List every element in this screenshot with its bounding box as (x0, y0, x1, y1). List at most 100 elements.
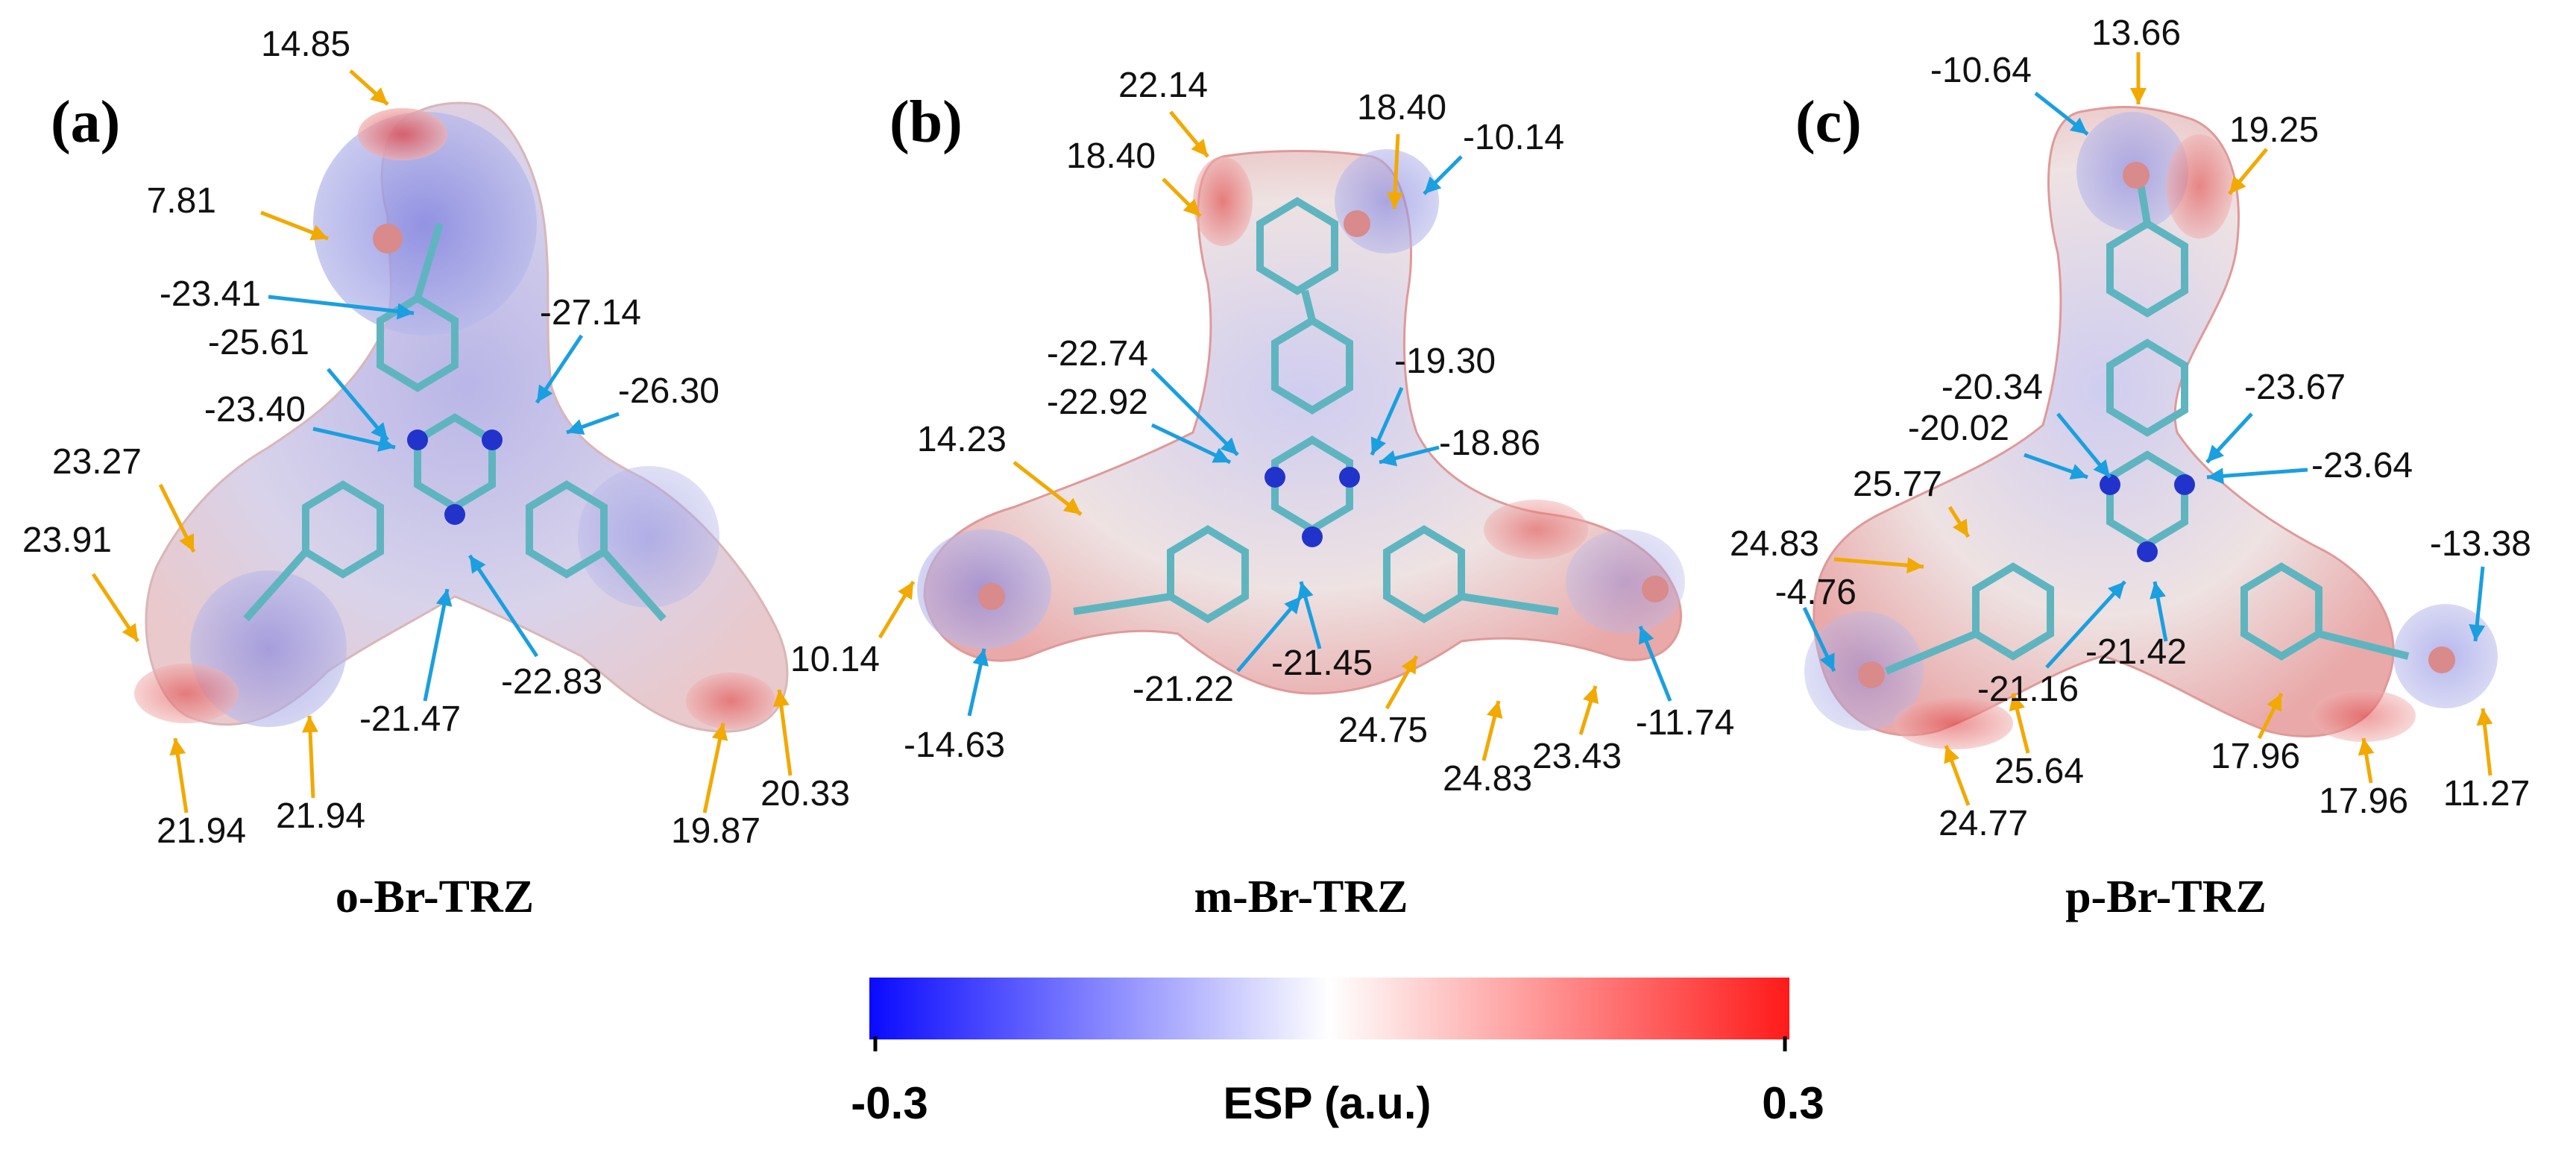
esp-value-b-negative-8: -11.74 (1636, 703, 1735, 743)
positive-region-a3 (686, 673, 775, 729)
esp-value-c-positive-1: 19.25 (2229, 110, 2319, 150)
annotation-arrowhead-c-negative-4 (2207, 468, 2224, 485)
esp-value-a-positive-6: 19.87 (671, 811, 760, 851)
annotation-arrowhead-b-negative-0 (1424, 176, 1442, 194)
esp-value-a-negative-1: -25.61 (208, 323, 309, 362)
annotation-arrowhead-c-positive-7 (2358, 738, 2375, 756)
annotation-arrowhead-a-positive-5 (302, 716, 318, 733)
esp-value-b-positive-1: 18.40 (1066, 136, 1156, 176)
annotation-arrowhead-c-positive-0 (2130, 88, 2147, 104)
esp-value-a-negative-0: -23.41 (160, 274, 261, 314)
br-region-a1 (313, 112, 537, 336)
annotation-arrowhead-b-negative-3 (1370, 436, 1386, 455)
positive-region-b2 (1484, 500, 1588, 559)
annotation-arrow-b-negative-1 (1150, 368, 1239, 456)
esp-value-c-positive-4: 25.64 (1994, 752, 2084, 791)
molecule-structure-b (1073, 197, 1559, 623)
bromine-atoms-c (1858, 162, 2455, 688)
annotation-arrowhead-a-negative-4 (377, 435, 395, 452)
annotation-arrowhead-b-negative-4 (1379, 450, 1398, 467)
esp-value-b-positive-0: 22.14 (1118, 66, 1208, 105)
annotation-arrowhead-a-positive-6 (711, 723, 728, 741)
colorbar: -0.3 ESP (a.u.) 0.3 (851, 978, 1824, 1128)
annotation-arrowhead-c-positive-8 (2476, 708, 2493, 726)
colorbar-min-label: -0.3 (851, 1078, 928, 1128)
annotation-arrowhead-a-positive-4 (169, 738, 186, 756)
esp-value-b-positive-4: 10.14 (790, 640, 880, 679)
bromine-atoms-b (978, 210, 1669, 610)
esp-value-a-positive-3: 23.91 (22, 520, 112, 560)
annotation-arrow-a-negative-0 (268, 295, 415, 315)
positive-region-c3 (2311, 690, 2416, 742)
positive-region-c2 (1894, 697, 2013, 749)
annotation-arrowhead-b-positive-2 (1387, 192, 1404, 209)
esp-value-a-negative-2: -27.14 (540, 293, 641, 333)
esp-value-a-negative-5: -21.47 (359, 699, 461, 739)
panel-label-a: (a) (51, 89, 120, 155)
esp-value-a-negative-6: -22.83 (501, 662, 602, 702)
esp-value-b-negative-2: -22.92 (1047, 383, 1148, 422)
molecule-name-c: p-Br-TRZ (2065, 872, 2267, 922)
esp-value-c-negative-2: -20.02 (1908, 409, 2009, 448)
annotation-arrowhead-c-negative-8 (2150, 582, 2166, 600)
esp-value-c-negative-5: -13.38 (2430, 524, 2531, 564)
esp-value-c-positive-8: 11.27 (2443, 774, 2531, 814)
surface-body-b (923, 150, 1682, 695)
esp-value-b-negative-5: -21.22 (1133, 670, 1234, 709)
annotation-arrow-a-negative-5 (423, 588, 450, 702)
annotation-arrowhead-b-negative-6 (1297, 582, 1314, 600)
annotation-arrowhead-c-positive-1 (2229, 176, 2246, 194)
esp-value-c-positive-0: 13.66 (2091, 13, 2181, 53)
annotation-arrowhead-c-positive-2 (1953, 518, 1968, 537)
nitrogen-atoms-c (2100, 474, 2195, 562)
annotation-arrowhead-a-negative-0 (396, 303, 414, 320)
nitrogen-atoms-a (407, 429, 503, 525)
br-region-b2 (1335, 149, 1439, 254)
esp-value-b-positive-6: 24.83 (1443, 759, 1532, 799)
annotation-arrowhead-c-negative-6 (1819, 652, 1835, 671)
annotation-arrowhead-a-positive-7 (772, 690, 790, 708)
annotation-arrowhead-b-positive-3 (1062, 497, 1081, 515)
annotation-arrowhead-b-negative-2 (1212, 447, 1230, 463)
annotation-arrowhead-a-negative-5 (435, 589, 453, 607)
esp-value-b-positive-2: 18.40 (1357, 88, 1446, 128)
panel-c: (c) p-Br-TRZ (1795, 89, 2498, 922)
esp-value-c-positive-6: 17.96 (2211, 737, 2300, 776)
esp-value-a-positive-5: 21.94 (276, 796, 365, 836)
annotation-arrowhead-b-negative-8 (1638, 626, 1654, 645)
esp-value-c-positive-3: 24.83 (1730, 524, 1819, 564)
esp-value-a-positive-1: 7.81 (147, 181, 216, 221)
esp-value-b-negative-6: -21.45 (1271, 643, 1373, 683)
annotation-arrowhead-c-negative-0 (2069, 117, 2088, 134)
annotation-arrowhead-a-positive-3 (122, 623, 138, 641)
colorbar-max-label: 0.3 (1762, 1078, 1824, 1128)
positive-region-a1 (358, 108, 447, 160)
bromine-atom-a (373, 224, 403, 254)
surface-body-c (1813, 105, 2395, 737)
annotation-arrowhead-c-positive-6 (2267, 693, 2281, 712)
esp-value-c-positive-5: 24.77 (1939, 804, 2028, 843)
colorbar-gradient (869, 978, 1789, 1039)
esp-value-b-positive-5: 24.75 (1338, 711, 1428, 750)
annotation-arrowhead-b-negative-1 (1220, 437, 1238, 455)
esp-value-b-negative-1: -22.74 (1047, 334, 1148, 374)
annotation-arrowhead-b-negative-7 (972, 649, 989, 667)
esp-value-c-negative-8: -21.42 (2085, 632, 2187, 672)
esp-value-a-positive-2: 23.27 (52, 442, 142, 482)
annotation-arrowhead-b-positive-4 (898, 582, 913, 600)
annotation-arrow-a-negative-6 (467, 554, 539, 658)
annotation-arrowhead-b-negative-5 (1284, 597, 1301, 614)
annotation-arrowhead-c-negative-2 (2069, 464, 2088, 480)
esp-surface-b (917, 149, 1685, 695)
panel-b: (b) m-Br-TRZ (889, 89, 1685, 922)
esp-value-a-positive-0: 14.85 (261, 25, 350, 64)
annotation-arrowhead-b-positive-0 (1191, 139, 1208, 157)
annotation-arrowhead-a-negative-3 (567, 419, 585, 435)
annotation-arrowhead-a-positive-1 (309, 224, 328, 241)
nitrogen-atoms-b (1265, 467, 1360, 547)
esp-value-b-negative-3: -19.30 (1394, 342, 1496, 381)
esp-value-c-negative-0: -10.64 (1930, 51, 2032, 90)
esp-value-b-negative-7: -14.63 (904, 726, 1005, 765)
